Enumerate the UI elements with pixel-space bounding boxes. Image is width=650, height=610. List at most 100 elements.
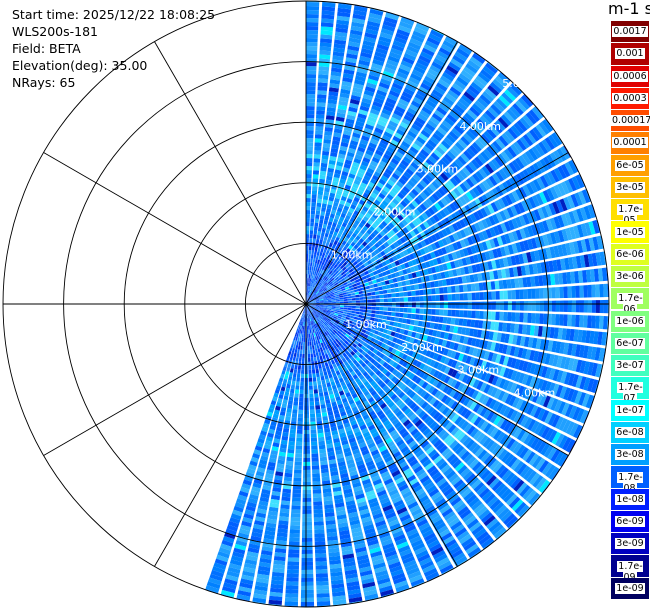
range-gate-cell: [453, 104, 465, 114]
range-gate-cell: [405, 194, 414, 202]
range-gate-cell: [298, 321, 301, 325]
range-gate-cell: [301, 337, 304, 342]
range-gate-cell: [413, 278, 419, 284]
range-gate-cell: [451, 223, 459, 232]
range-gate-cell: [295, 357, 299, 362]
range-gate-cell: [461, 94, 473, 105]
range-gate-cell: [323, 304, 328, 306]
range-gate-cell: [381, 319, 387, 324]
range-gate-cell: [483, 350, 490, 360]
range-gate-cell: [385, 225, 392, 232]
range-gate-cell: [402, 269, 408, 275]
range-gate-cell: [400, 17, 415, 26]
range-gate-cell: [306, 194, 311, 199]
range-gate-cell: [338, 238, 344, 244]
range-gate-cell: [328, 217, 334, 223]
range-gate-cell: [289, 368, 294, 373]
range-gate-cell: [478, 196, 487, 206]
range-gate-cell: [347, 147, 356, 154]
range-gate-cell: [304, 410, 309, 414]
range-gate-cell: [274, 552, 286, 558]
range-gate-cell: [396, 239, 403, 246]
range-gate-cell: [318, 440, 325, 446]
range-gate-cell: [316, 335, 319, 341]
range-gate-cell: [497, 153, 508, 165]
range-gate-cell: [319, 306, 324, 309]
range-gate-cell: [418, 132, 429, 142]
range-gate-cell: [325, 284, 330, 288]
range-gate-cell: [536, 378, 545, 391]
range-gate-cell: [531, 195, 540, 207]
range-gate-cell: [565, 242, 572, 256]
range-gate-cell: [377, 85, 389, 93]
range-gate-cell: [394, 195, 402, 203]
range-gate-cell: [561, 228, 569, 242]
range-gate-cell: [511, 230, 519, 242]
range-gate-cell: [364, 202, 371, 209]
range-gate-cell: [497, 72, 511, 85]
range-gate-cell: [481, 230, 489, 240]
range-gate-cell: [334, 39, 347, 45]
range-gate-cell: [370, 449, 380, 457]
range-gate-cell: [437, 392, 446, 401]
range-gate-cell: [388, 120, 399, 128]
range-gate-cell: [455, 250, 462, 259]
range-gate-cell: [308, 321, 311, 326]
range-gate-cell: [295, 441, 303, 446]
range-gate-cell: [393, 534, 406, 542]
range-gate-cell: [353, 427, 361, 434]
range-gate-cell: [513, 427, 523, 439]
range-gate-cell: [415, 290, 420, 296]
range-gate-cell: [416, 136, 426, 145]
range-gate-cell: [564, 162, 574, 176]
range-gate-cell: [337, 365, 343, 371]
range-gate-cell: [583, 361, 591, 375]
range-gate-cell: [273, 409, 280, 415]
range-gate-cell: [399, 514, 411, 522]
range-gate-cell: [324, 131, 333, 136]
range-gate-cell: [371, 508, 382, 516]
range-gate-cell: [311, 449, 319, 454]
range-gate-cell: [292, 485, 302, 490]
range-gate-cell: [411, 508, 423, 517]
range-gate-cell: [347, 298, 352, 301]
range-gate-cell: [321, 408, 327, 413]
range-gate-cell: [277, 459, 285, 465]
range-gate-cell: [307, 309, 309, 314]
range-gate-cell: [538, 141, 549, 155]
range-gate-cell: [312, 258, 316, 263]
range-gate-cell: [385, 259, 391, 265]
range-gate-cell: [387, 307, 392, 312]
range-gate-cell: [367, 78, 378, 86]
range-gate-cell: [315, 306, 320, 309]
range-gate-cell: [316, 286, 320, 291]
range-gate-cell: [372, 188, 380, 196]
range-gate-cell: [448, 545, 461, 556]
range-gate-cell: [551, 313, 556, 326]
range-gate-cell: [391, 44, 405, 52]
range-gate-cell: [523, 336, 530, 348]
range-gate-cell: [380, 189, 388, 197]
range-gate-cell: [268, 510, 278, 517]
range-gate-cell: [341, 80, 352, 87]
range-gate-cell: [430, 243, 437, 251]
range-gate-cell: [308, 373, 312, 378]
range-gate-cell: [257, 569, 270, 576]
range-gate-cell: [478, 182, 488, 193]
range-gate-cell: [542, 190, 552, 203]
range-gate-cell: [456, 431, 466, 442]
range-gate-cell: [437, 429, 447, 438]
range-gate-cell: [396, 541, 409, 550]
range-gate-cell: [306, 222, 310, 227]
range-gate-cell: [448, 61, 461, 72]
range-gate-cell: [286, 581, 299, 586]
range-gate-cell: [328, 163, 335, 169]
range-gate-cell: [322, 199, 328, 205]
range-gate-cell: [311, 316, 314, 321]
range-gate-cell: [590, 346, 597, 360]
range-gate-cell: [306, 22, 319, 27]
range-gate-cell: [337, 11, 351, 18]
range-gate-cell: [284, 468, 293, 474]
range-gate-cell: [401, 256, 408, 263]
range-gate-cell: [409, 504, 421, 513]
